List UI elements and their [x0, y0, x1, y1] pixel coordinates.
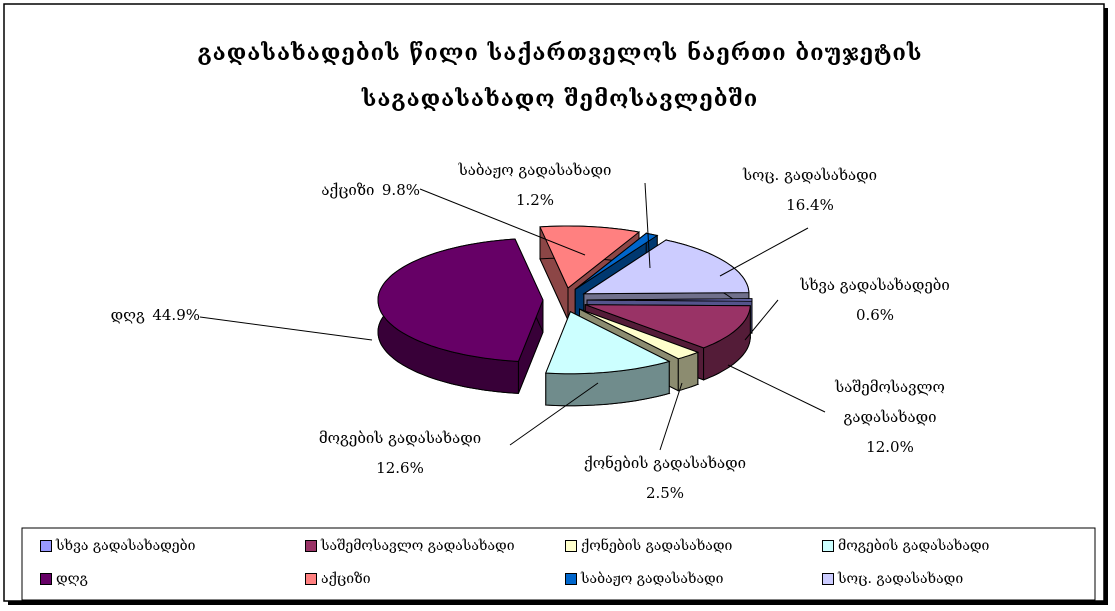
- legend-label: საბაჟო გადასახადი: [581, 571, 724, 587]
- label-name: დღგ: [110, 306, 145, 324]
- leader-line: [744, 299, 779, 341]
- pie-slice: [539, 225, 641, 289]
- legend-swatch: [305, 573, 317, 585]
- legend-box: [21, 527, 1096, 601]
- legend-label: აქციზი: [321, 571, 371, 587]
- pie-slice: [574, 232, 659, 290]
- label-value: 2.5%: [645, 484, 685, 502]
- data-label: აქციზი 9.8%: [265, 175, 420, 205]
- leader-line: [659, 382, 683, 451]
- legend-label: სხვა გადასახადები: [56, 538, 196, 554]
- leader-line: [509, 382, 599, 446]
- legend-swatch: [565, 573, 577, 585]
- data-label: სხვა გადასახადები 0.6%: [760, 270, 990, 330]
- legend-swatch: [822, 573, 834, 585]
- label-value: 9.8%: [381, 181, 420, 199]
- leader-line: [199, 316, 373, 341]
- legend-swatch: [822, 540, 834, 552]
- label-name: მოგების გადასახადი: [318, 429, 482, 447]
- label-value: 44.9%: [152, 306, 200, 324]
- label-name: საბაჟო გადასახადი: [458, 161, 612, 179]
- legend-label: მოგების გადასახადი: [838, 538, 990, 554]
- legend-label: სოც. გადასახადი: [838, 571, 964, 587]
- pie-slice: [586, 298, 753, 302]
- legend-label: ქონების გადასახადი: [581, 538, 733, 554]
- label-name: სოც. გადასახადი: [742, 166, 878, 184]
- label-name: სხვა გადასახადები: [800, 276, 950, 294]
- data-label: საშემოსავლო გადასახადი 12.0%: [810, 372, 970, 462]
- leader-line: [419, 188, 586, 256]
- label-value: 1.2%: [515, 191, 555, 209]
- label-value: 12.6%: [376, 459, 424, 477]
- label-value: 12.0%: [866, 438, 914, 456]
- data-label: მოგების გადასახადი 12.6%: [280, 423, 520, 483]
- pie-slice: [579, 308, 700, 360]
- legend-label: საშემოსავლო გადასახადი: [321, 538, 515, 554]
- legend-label: დღგ: [56, 571, 88, 587]
- label-name: საშემოსავლო გადასახადი: [835, 378, 945, 426]
- data-label: დღგ 44.9%: [60, 300, 200, 330]
- leader-line: [644, 182, 651, 269]
- label-name: ქონების გადასახადი: [583, 454, 747, 472]
- legend-swatch: [565, 540, 577, 552]
- data-label: სოც. გადასახადი 16.4%: [700, 160, 920, 220]
- frame: [3, 3, 1105, 602]
- pie-slice: [582, 239, 750, 295]
- legend-swatch: [40, 540, 52, 552]
- data-label: ქონების გადასახადი 2.5%: [555, 448, 775, 508]
- legend-swatch: [305, 540, 317, 552]
- chart-title: გადასახადების წილი საქართველოს ნაერთი ბი…: [197, 40, 923, 112]
- leader-line: [727, 364, 826, 413]
- label-value: 16.4%: [786, 196, 834, 214]
- label-name: აქციზი: [321, 181, 375, 199]
- label-value: 0.6%: [855, 306, 895, 324]
- data-label: საბაჟო გადასახადი 1.2%: [430, 155, 640, 215]
- legend-swatch: [40, 573, 52, 585]
- leader-line: [719, 227, 809, 277]
- pie-slice: [377, 238, 544, 362]
- pie-slice: [585, 304, 751, 349]
- pie-slice: [545, 311, 671, 375]
